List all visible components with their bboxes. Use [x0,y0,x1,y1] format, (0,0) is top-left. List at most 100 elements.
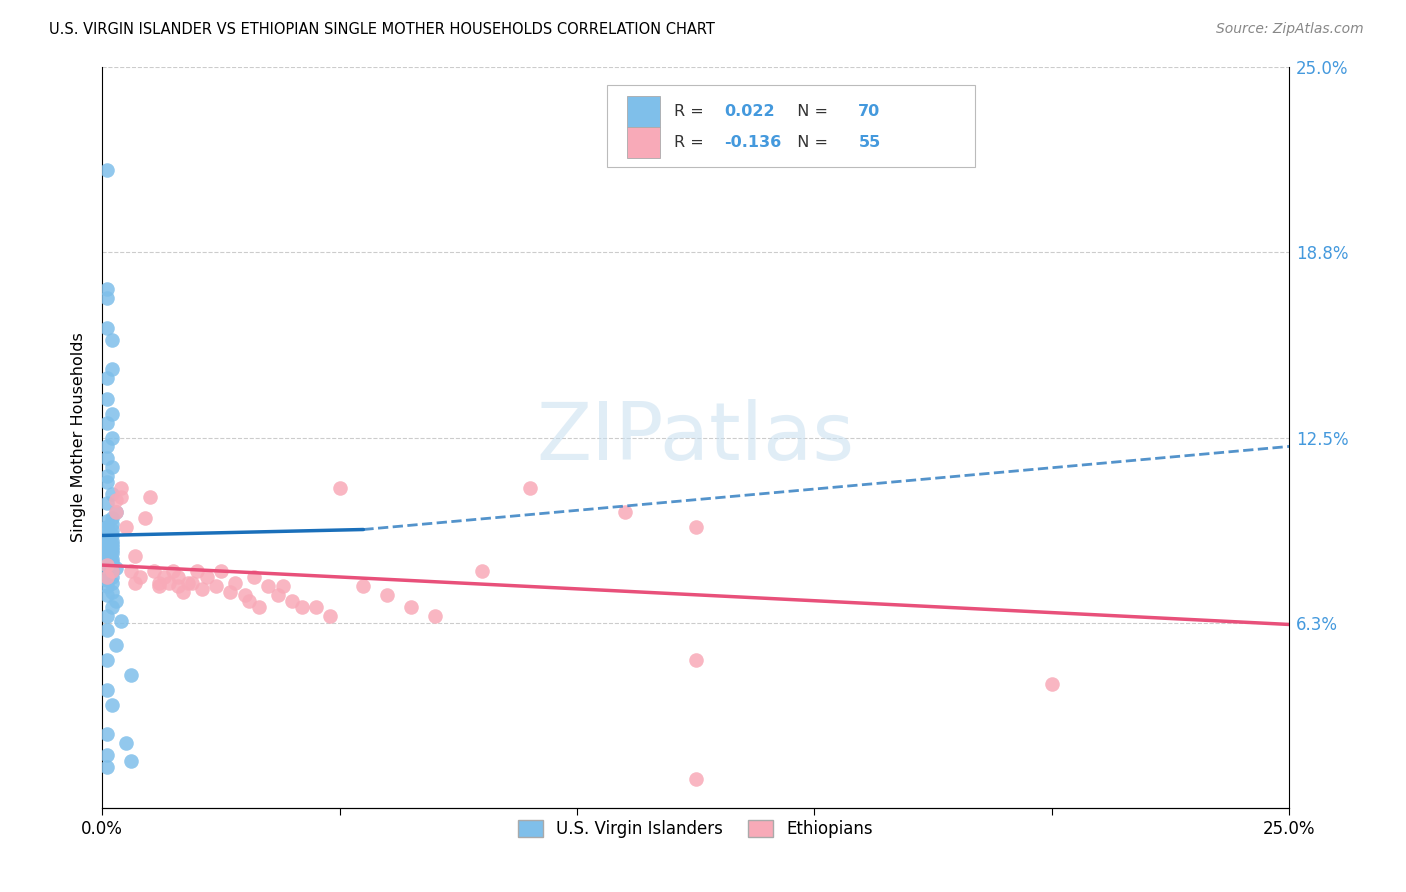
Point [110,615,132,629]
Point [100,584,122,599]
Point [100,564,122,578]
Point [124,549,146,564]
Point [329,481,352,495]
Point [96,469,118,483]
Point [96,163,118,178]
Point [519,481,541,495]
Point [120,668,142,682]
Point [100,460,122,475]
Point [100,698,122,712]
Point [96,416,118,430]
Point [96,439,118,453]
Point [238,593,260,607]
Point [124,576,146,591]
Point [243,570,266,584]
Point [96,608,118,623]
Point [257,579,280,593]
Point [685,772,707,786]
Bar [627,95,661,127]
Text: 0.022: 0.022 [724,103,775,119]
Point [105,561,128,575]
Point [96,624,118,638]
Point [96,282,118,296]
Text: Source: ZipAtlas.com: Source: ZipAtlas.com [1216,22,1364,37]
Point [96,371,118,385]
Point [162,564,184,578]
Point [281,593,304,607]
Point [167,570,190,584]
Point [271,579,294,593]
Point [100,534,122,549]
Point [96,496,118,510]
Point [100,407,122,421]
Point [143,564,166,578]
Point [96,320,118,334]
Point [110,481,132,495]
Point [96,525,118,540]
Point [167,579,190,593]
Point [100,528,122,542]
Point [96,760,118,774]
Text: -0.136: -0.136 [724,135,782,150]
Point [105,492,128,507]
Point [100,599,122,614]
Point [100,555,122,569]
Point [352,579,374,593]
Point [129,570,152,584]
Point [191,582,214,596]
Point [96,541,118,555]
Point [209,564,232,578]
Point [96,588,118,602]
Point [96,747,118,762]
Point [399,599,422,614]
Point [96,549,118,564]
Text: R =: R = [675,103,709,119]
Point [100,552,122,566]
Point [105,593,128,607]
Point [96,392,118,406]
Point [172,584,194,599]
Point [96,514,118,528]
Text: N =: N = [787,135,834,150]
Point [100,487,122,501]
Point [105,638,128,652]
Point [100,546,122,560]
Point [115,519,138,533]
Point [148,579,170,593]
Point [96,570,118,584]
Point [96,558,118,573]
Point [96,519,118,533]
Point [96,555,118,569]
Point [291,599,314,614]
Text: 55: 55 [858,135,880,150]
Point [96,552,118,566]
Point [157,576,180,591]
Point [224,576,246,591]
Point [181,576,204,591]
Point [233,588,256,602]
Point [305,599,328,614]
Legend: U.S. Virgin Islanders, Ethiopians: U.S. Virgin Islanders, Ethiopians [512,814,880,845]
Y-axis label: Single Mother Households: Single Mother Households [72,333,86,542]
Point [100,558,122,573]
Point [110,490,132,504]
Point [100,333,122,347]
Text: ZIPatlas: ZIPatlas [537,399,855,476]
Point [96,546,118,560]
Point [100,510,122,524]
Point [100,537,122,551]
Point [100,362,122,376]
Point [100,523,122,537]
Text: U.S. VIRGIN ISLANDER VS ETHIOPIAN SINGLE MOTHER HOUSEHOLDS CORRELATION CHART: U.S. VIRGIN ISLANDER VS ETHIOPIAN SINGLE… [49,22,716,37]
FancyBboxPatch shape [607,85,974,167]
Point [96,291,118,305]
Point [205,579,228,593]
Point [247,599,270,614]
Text: 70: 70 [858,103,880,119]
Point [100,516,122,531]
Point [685,653,707,667]
Point [100,543,122,558]
Point [100,564,122,578]
Point [96,519,118,533]
Point [105,505,128,519]
